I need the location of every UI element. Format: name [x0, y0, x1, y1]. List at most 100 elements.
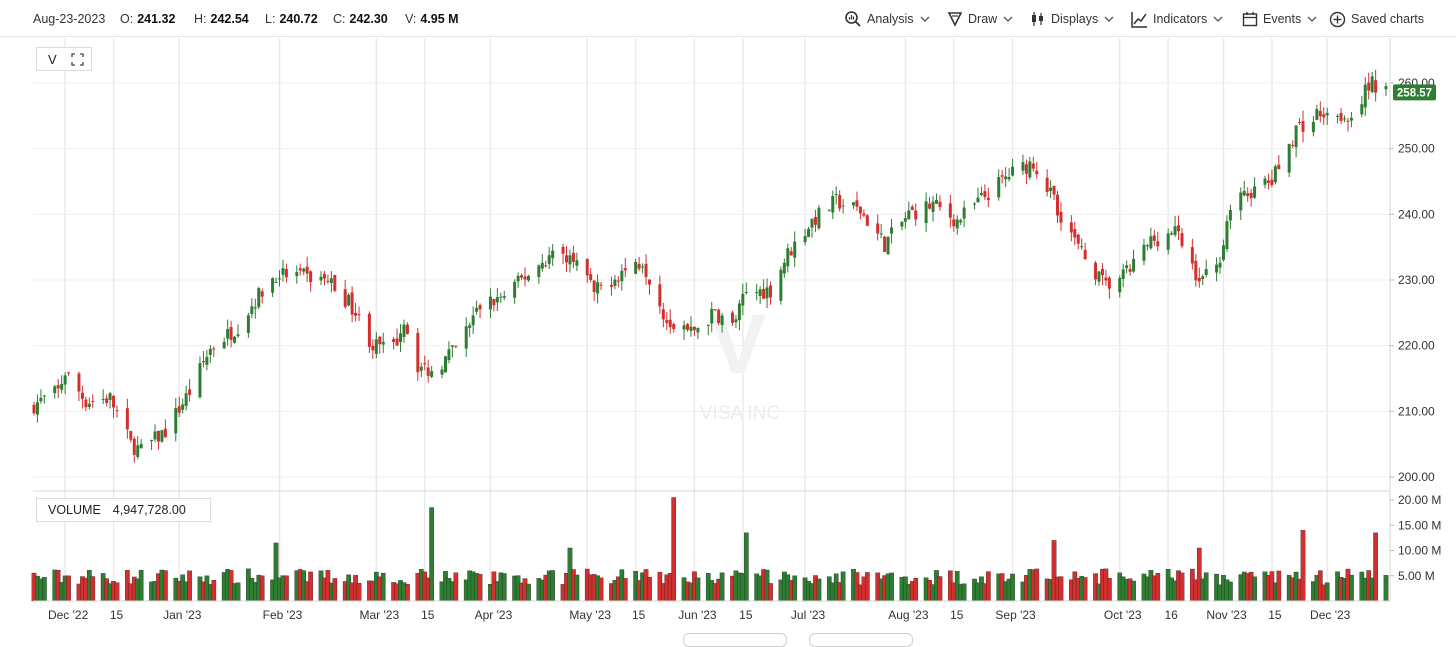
volume-bar	[1082, 577, 1088, 602]
time-axis: Dec '22 15 Jan '23 Feb '23 Mar '23 15 Apr '23 M…	[48, 608, 1351, 622]
candle-body	[596, 282, 600, 294]
candle-body	[305, 266, 309, 274]
candle-body	[976, 197, 980, 203]
candle-body	[516, 275, 520, 282]
analysis-icon	[845, 11, 861, 27]
volume-bar	[986, 571, 991, 602]
candle-body	[198, 363, 202, 398]
candle-body	[1177, 225, 1181, 232]
candle-body	[817, 207, 821, 229]
candle-body	[782, 262, 786, 274]
volume-bar	[114, 582, 120, 602]
candle-body	[565, 255, 568, 263]
candle-body	[734, 319, 738, 323]
candle-body	[1021, 162, 1025, 171]
symbol-legend[interactable]: V	[36, 47, 92, 71]
candle-body	[644, 263, 648, 278]
candle-body	[1083, 249, 1087, 260]
volume-bar	[1034, 568, 1040, 602]
volume-legend[interactable]: VOLUME 4,947,728.00	[36, 498, 211, 522]
candle-body	[87, 403, 91, 407]
candle-body	[962, 207, 966, 219]
candle-body	[354, 312, 358, 316]
candle-body	[281, 268, 285, 275]
candle-body	[758, 289, 762, 296]
candle-body	[201, 361, 205, 363]
indicators-icon	[1131, 11, 1147, 28]
volume-bar	[1300, 530, 1306, 602]
candle-body	[592, 280, 596, 292]
price-tick-label: 230.00	[1398, 273, 1435, 287]
candle-body	[1218, 262, 1222, 268]
time-tick-label: Nov '23	[1206, 608, 1247, 622]
bottom-control-right[interactable]	[809, 633, 913, 647]
candle-body	[1011, 166, 1015, 176]
time-tick-label: 16	[1164, 608, 1178, 622]
candle-body	[260, 291, 264, 297]
candle-body	[1221, 245, 1225, 260]
candle-body	[1263, 178, 1267, 185]
events-menu[interactable]: Events	[1242, 9, 1317, 29]
candle-body	[765, 287, 769, 299]
volume-bar	[1179, 572, 1185, 602]
candle-body	[1125, 265, 1129, 269]
time-tick-label: Aug '23	[888, 608, 929, 622]
displays-menu[interactable]: Displays	[1030, 9, 1114, 29]
volume-bar	[719, 572, 725, 602]
time-tick-label: Jun '23	[678, 608, 717, 622]
candle-body	[423, 363, 427, 365]
candle-body	[454, 345, 458, 347]
candle-body	[1197, 277, 1201, 282]
indicators-menu[interactable]: Indicators	[1131, 9, 1223, 29]
candle-body	[762, 288, 766, 299]
volume-bar	[913, 578, 919, 602]
candle-body	[416, 332, 420, 373]
candle-body	[333, 274, 337, 291]
chevron-down-icon	[1213, 16, 1223, 22]
volume-bar	[405, 583, 410, 602]
volume-bar	[211, 579, 217, 602]
ohlc-date: Aug-23-2023	[33, 12, 106, 26]
candle-body	[236, 334, 240, 336]
watermark-name: VISA INC	[700, 403, 780, 424]
candle-body	[634, 261, 638, 274]
indicators-label: Indicators	[1153, 12, 1208, 26]
analysis-menu[interactable]: Analysis	[844, 9, 930, 29]
candle-body	[125, 408, 129, 430]
volume-bar	[332, 578, 338, 602]
candle-body	[1059, 211, 1063, 223]
time-tick-label: 15	[739, 608, 753, 622]
candle-body	[374, 339, 378, 354]
saved-charts-menu[interactable]: Saved charts	[1329, 9, 1430, 29]
candle-body	[495, 297, 499, 303]
volume-bar	[622, 578, 628, 602]
candle-body	[1000, 175, 1004, 177]
candle-body	[1004, 176, 1008, 180]
candle-body	[526, 276, 530, 281]
volume-bar	[308, 571, 313, 602]
volume-bar	[840, 571, 846, 602]
candle-body	[160, 430, 164, 442]
expand-icon[interactable]	[71, 52, 84, 66]
candle-body	[1056, 194, 1060, 216]
candle-body	[1028, 161, 1032, 178]
candle-body	[1031, 163, 1035, 169]
candle-body	[153, 431, 157, 440]
candle-body	[551, 250, 555, 259]
candle-body	[1049, 187, 1053, 191]
time-tick-label: 15	[1268, 608, 1282, 622]
symbol-label: V	[48, 51, 57, 67]
price-volume-chart[interactable]: V VISA INC 200.00 210.00 220.00 230.00 240.0…	[0, 38, 1456, 639]
chevron-down-icon	[920, 16, 930, 22]
candle-body	[150, 439, 154, 441]
candle-body	[938, 201, 942, 208]
candle-body	[744, 291, 748, 293]
candle-body	[520, 275, 524, 278]
volume-bar	[574, 574, 580, 602]
candle-body	[786, 248, 790, 267]
candle-body	[163, 428, 167, 438]
bottom-control-left[interactable]	[683, 633, 787, 647]
candle-body	[350, 292, 354, 315]
candle-body	[284, 268, 288, 278]
draw-menu[interactable]: Draw	[947, 9, 1013, 29]
